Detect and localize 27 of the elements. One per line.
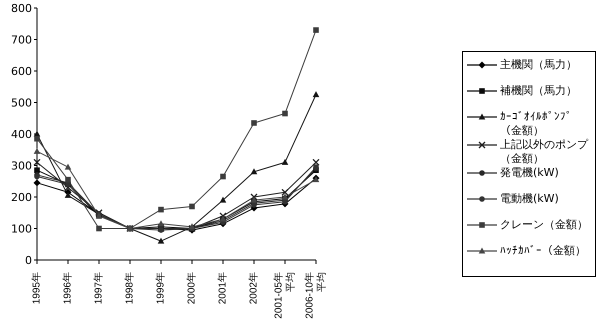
y-tick-label: 300 <box>11 159 32 172</box>
legend-label: 主機関（馬力） <box>500 58 577 72</box>
legend-label: ﾊｯﾁｶﾊﾞｰ（金額） <box>500 244 586 258</box>
x-tick-label: 2001年 <box>216 272 228 304</box>
x-tick-label: 1998年 <box>124 272 136 304</box>
legend-label: クレーン（金額） <box>500 218 588 232</box>
x-tick-label: 2000年 <box>186 272 198 304</box>
legend-label: 補機関（馬力） <box>500 84 577 98</box>
y-tick-label: 0 <box>25 254 32 267</box>
y-tick-label: 700 <box>11 33 32 46</box>
y-tick-label: 100 <box>11 222 32 236</box>
y-tick-label: 400 <box>11 128 32 141</box>
y-tick-label: 600 <box>11 64 32 78</box>
legend-label: ｶｰｺﾞｵｲﾙﾎﾟﾝﾌﾟ（金額） <box>500 110 573 138</box>
legend-label: 電動機(kW) <box>500 192 559 206</box>
y-tick-label: 800 <box>11 2 32 15</box>
y-tick-label: 500 <box>11 96 32 110</box>
legend-label: 上記以外のポンプ（金額） <box>500 138 590 166</box>
x-tick-label: 2001-05年平均 <box>272 272 296 319</box>
x-tick-label: 1999年 <box>154 272 166 304</box>
legend-label: 発電機(kW) <box>500 166 559 180</box>
x-tick-label: 1995年 <box>30 272 42 304</box>
x-tick-label: 2006-10年平均 <box>304 272 328 319</box>
y-tick-label: 200 <box>11 190 32 204</box>
x-tick-label: 2002年 <box>248 272 260 304</box>
x-tick-label: 1996年 <box>62 272 74 304</box>
x-tick-label: 1997年 <box>92 272 104 304</box>
